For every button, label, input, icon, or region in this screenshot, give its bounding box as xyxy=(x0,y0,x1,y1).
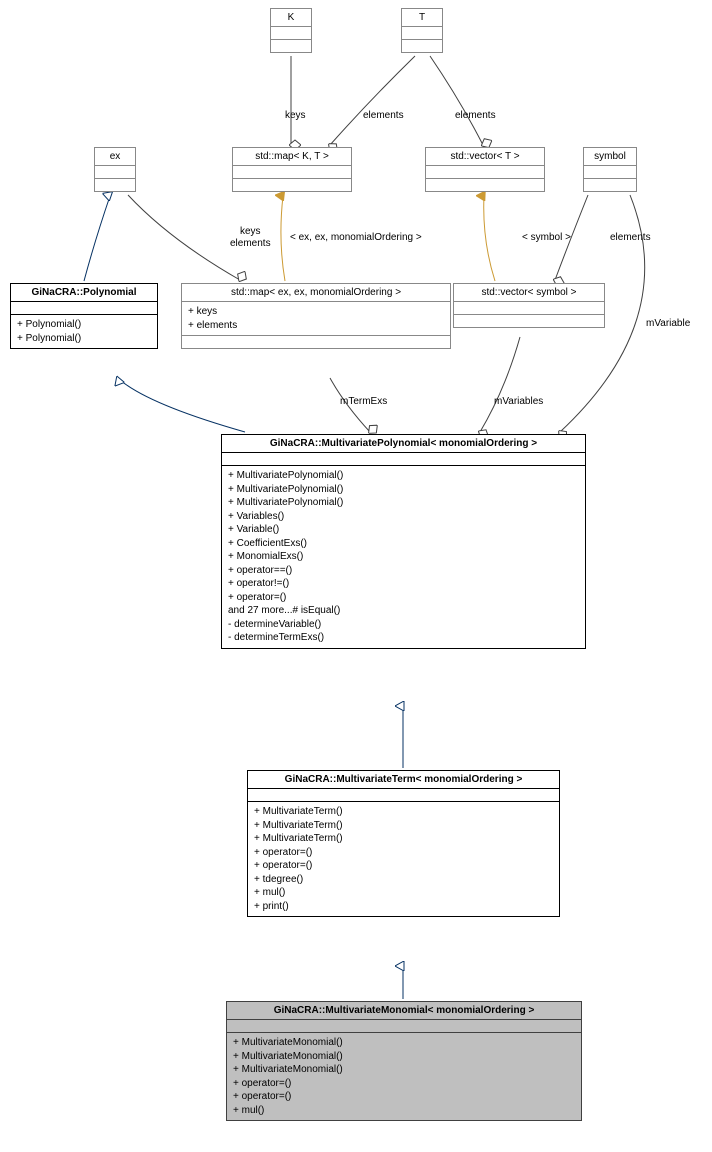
label-keys: keys xyxy=(285,110,306,122)
label-tmpl1: < ex, ex, monomialOrdering > xyxy=(290,232,422,244)
node-ex[interactable]: ex xyxy=(94,147,136,192)
title: GiNaCRA::MultivariateTerm< monomialOrder… xyxy=(248,771,559,789)
title: K xyxy=(271,9,311,27)
node-stdvectorSymbol[interactable]: std::vector< symbol > xyxy=(453,283,605,328)
label-elements2: elements xyxy=(455,110,496,122)
node-T[interactable]: T xyxy=(401,8,443,53)
label-mVariables: mVariables xyxy=(494,396,543,408)
members: + Polynomial() + Polynomial() xyxy=(11,315,157,348)
label-mTermExs: mTermExs xyxy=(340,396,387,408)
node-stdvectorT[interactable]: std::vector< T > xyxy=(425,147,545,192)
node-symbol[interactable]: symbol xyxy=(583,147,637,192)
title: std::vector< symbol > xyxy=(454,284,604,302)
title: ex xyxy=(95,148,135,166)
members: + MultivariatePolynomial() + Multivariat… xyxy=(222,466,585,648)
node-K[interactable]: K xyxy=(270,8,312,53)
title: symbol xyxy=(584,148,636,166)
node-multivariateMonomial[interactable]: GiNaCRA::MultivariateMonomial< monomialO… xyxy=(226,1001,582,1121)
label-tmpl2: < symbol > xyxy=(522,232,571,244)
title: std::map< ex, ex, monomialOrdering > xyxy=(182,284,450,302)
label-elements3: elements xyxy=(610,232,651,244)
node-multivariateTerm[interactable]: GiNaCRA::MultivariateTerm< monomialOrder… xyxy=(247,770,560,917)
title: std::vector< T > xyxy=(426,148,544,166)
title: T xyxy=(402,9,442,27)
node-stdmapKT[interactable]: std::map< K, T > xyxy=(232,147,352,192)
node-multivariatePoly[interactable]: GiNaCRA::MultivariatePolynomial< monomia… xyxy=(221,434,586,649)
title: GiNaCRA::MultivariatePolynomial< monomia… xyxy=(222,435,585,453)
node-polynomial[interactable]: GiNaCRA::Polynomial + Polynomial() + Pol… xyxy=(10,283,158,349)
title: GiNaCRA::MultivariateMonomial< monomialO… xyxy=(227,1002,581,1020)
label-keyselements: keyselements xyxy=(230,226,271,249)
members: + MultivariateTerm() + MultivariateTerm(… xyxy=(248,802,559,916)
members: + MultivariateMonomial() + MultivariateM… xyxy=(227,1033,581,1120)
label-elements1: elements xyxy=(363,110,404,122)
title: GiNaCRA::Polynomial xyxy=(11,284,157,302)
label-mVariable: mVariable xyxy=(646,318,690,330)
members: + keys + elements xyxy=(182,302,450,336)
node-stdmapExEx[interactable]: std::map< ex, ex, monomialOrdering > + k… xyxy=(181,283,451,349)
title: std::map< K, T > xyxy=(233,148,351,166)
